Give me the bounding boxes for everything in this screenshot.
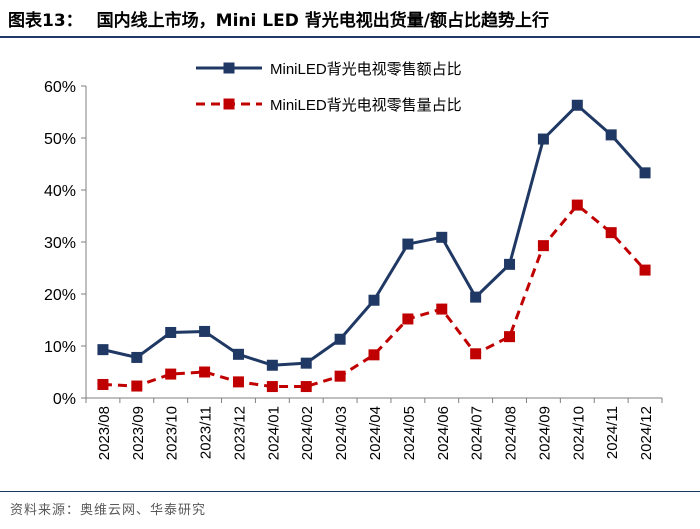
- x-tick-label: 2024/09: [536, 406, 553, 460]
- data-point-marker: [571, 99, 583, 111]
- x-tick-label: 2024/03: [333, 406, 350, 460]
- title-divider: [0, 36, 700, 38]
- data-point-marker: [639, 264, 651, 276]
- x-tick-label: 2024/01: [265, 406, 282, 460]
- data-point-marker: [232, 376, 244, 388]
- legend-item: MiniLED背光电视零售量占比: [196, 97, 462, 114]
- data-point-marker: [300, 357, 312, 369]
- data-point-marker: [266, 359, 278, 371]
- figure-label: 图表13：: [8, 11, 83, 31]
- x-tick-label: 2024/07: [469, 406, 486, 460]
- x-tick-label: 2024/10: [570, 406, 587, 460]
- data-point-marker: [300, 381, 312, 393]
- data-point-marker: [131, 380, 143, 392]
- x-tick-label: 2023/12: [231, 406, 248, 460]
- x-tick-label: 2024/06: [435, 406, 452, 460]
- data-point-marker: [368, 294, 380, 306]
- x-tick-label: 2024/08: [503, 406, 520, 460]
- data-point-marker: [334, 333, 346, 345]
- series-line: [102, 203, 647, 389]
- x-tick-label: 2024/12: [638, 406, 655, 460]
- y-tick-label: 30%: [44, 235, 76, 252]
- figure-title-text: 国内线上市场，Mini LED 背光电视出货量/额占比趋势上行: [96, 11, 549, 31]
- data-point-marker: [605, 227, 617, 239]
- legend-marker: [223, 98, 235, 110]
- legend-item: MiniLED背光电视零售额占比: [196, 61, 462, 78]
- x-tick-label: 2024/11: [604, 406, 621, 459]
- chart-series: [97, 99, 651, 393]
- source-note: 资料来源：奥维云网、华泰研究: [10, 503, 207, 518]
- data-point-marker: [402, 313, 414, 325]
- data-point-marker: [97, 378, 109, 390]
- series-retail-value-share: [97, 99, 651, 371]
- chart-legend: MiniLED背光电视零售额占比 MiniLED背光电视零售量占比: [196, 61, 462, 114]
- x-tick-label: 2024/02: [299, 406, 316, 460]
- x-tick-label: 2023/09: [130, 406, 147, 460]
- x-tick-label: 2024/04: [367, 406, 384, 460]
- series-retail-volume-share: [97, 199, 651, 393]
- source-divider: [0, 491, 700, 492]
- y-tick-label: 50%: [44, 131, 76, 148]
- y-tick-label: 20%: [44, 287, 76, 304]
- legend-marker: [223, 62, 235, 74]
- data-point-marker: [97, 344, 109, 356]
- data-point-marker: [131, 351, 143, 363]
- figure-title: 图表13： 国内线上市场，Mini LED 背光电视出货量/额占比趋势上行: [8, 6, 549, 31]
- data-point-marker: [402, 238, 414, 250]
- data-point-marker: [504, 331, 516, 343]
- data-point-marker: [266, 381, 278, 393]
- data-point-marker: [165, 326, 177, 338]
- data-point-marker: [334, 370, 346, 382]
- y-tick-label: 10%: [44, 339, 76, 356]
- y-tick-label: 0%: [53, 391, 76, 408]
- data-point-marker: [605, 129, 617, 141]
- data-point-marker: [470, 348, 482, 360]
- data-point-marker: [199, 366, 211, 378]
- data-point-marker: [165, 368, 177, 380]
- data-point-marker: [232, 348, 244, 360]
- data-point-marker: [571, 199, 583, 211]
- data-point-marker: [436, 231, 448, 243]
- x-tick-label: 2023/11: [198, 406, 215, 459]
- x-tick-label: 2023/10: [164, 406, 181, 460]
- data-point-marker: [537, 240, 549, 252]
- series-line: [102, 103, 647, 367]
- data-point-marker: [639, 167, 651, 179]
- x-tick-label: 2023/08: [96, 406, 113, 460]
- data-point-marker: [537, 133, 549, 145]
- data-point-marker: [504, 258, 516, 270]
- chart-axes: 0% 10% 20% 30% 40% 50% 60% 2023/08 2023/09 2023/1…: [44, 79, 663, 460]
- legend-label: MiniLED背光电视零售额占比: [270, 61, 462, 78]
- data-point-marker: [436, 303, 448, 315]
- legend-label: MiniLED背光电视零售量占比: [270, 97, 462, 114]
- data-point-marker: [470, 291, 482, 303]
- x-tick-label: 2024/05: [401, 406, 418, 460]
- y-tick-label: 40%: [44, 183, 76, 200]
- data-point-marker: [368, 349, 380, 361]
- y-tick-label: 60%: [44, 79, 76, 96]
- data-point-marker: [199, 325, 211, 337]
